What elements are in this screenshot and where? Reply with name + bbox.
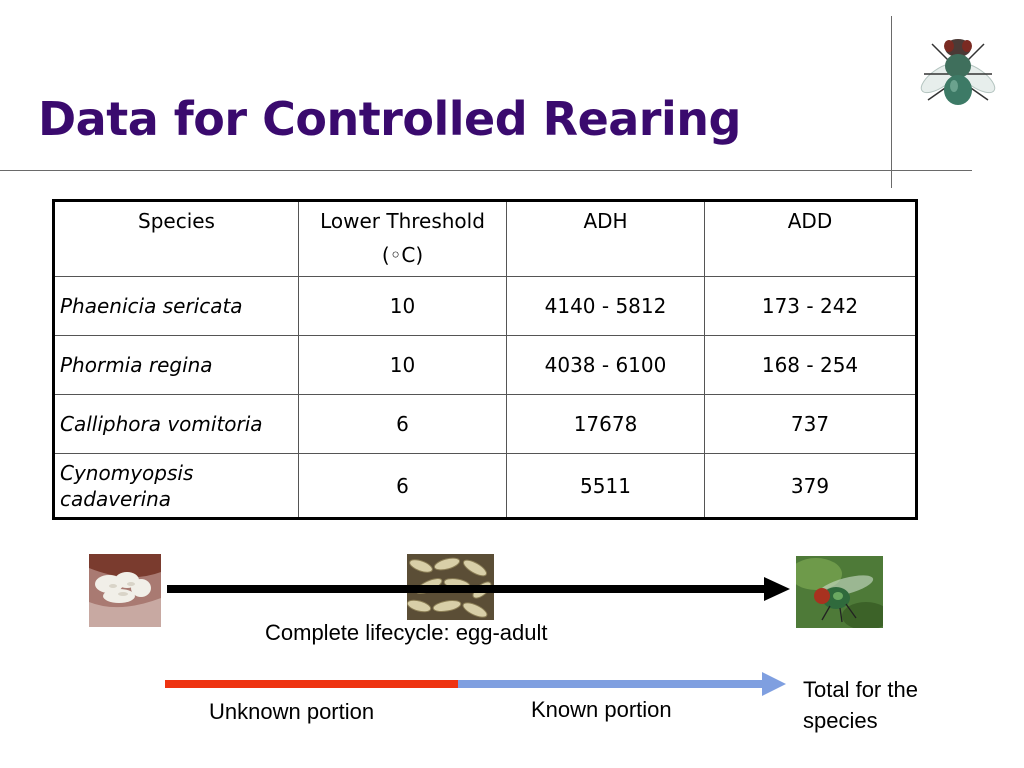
lifecycle-label: Complete lifecycle: egg-adult [265,620,548,645]
header-threshold-unit: (◦C) [381,243,424,267]
header-threshold-label: Lower Threshold [320,209,485,233]
add-cell: 168 - 254 [704,335,917,395]
table-row: Calliphora vomitoria 6 17678 737 [53,394,917,454]
threshold-cell: 10 [298,276,507,336]
add-cell: 379 [704,453,917,519]
known-portion-bar [458,680,763,688]
unknown-portion-bar [165,680,458,688]
known-portion-arrow-head [762,672,786,696]
threshold-cell: 6 [298,394,507,454]
fly-icon [920,39,996,105]
unknown-portion-label: Unknown portion [209,699,375,724]
adh-cell: 4038 - 6100 [506,335,705,395]
title-divider [0,170,972,171]
table-header-row: Species Lower Threshold (◦C) ADH ADD [53,200,917,277]
species-cell: Phormia regina [53,335,299,395]
species-cell: Cynomyopsis cadaverina [53,453,299,519]
logo-divider [891,16,892,188]
adult-fly-photo [796,556,883,628]
rearing-data-table: Species Lower Threshold (◦C) ADH ADD Pha… [52,199,918,520]
table-row: Phaenicia sericata 10 4140 - 5812 173 - … [53,276,917,336]
threshold-cell: 10 [298,335,507,395]
total-species-label: Total for the species [803,677,918,733]
header-adh: ADH [506,200,705,277]
table-row: Cynomyopsis cadaverina 6 5511 379 [53,453,917,519]
species-cell: Phaenicia sericata [53,276,299,336]
known-portion-label: Known portion [531,697,672,722]
lifecycle-arrow-line [167,585,767,593]
table-row: Phormia regina 10 4038 - 6100 168 - 254 [53,335,917,395]
slide-title: Data for Controlled Rearing [38,92,741,146]
add-cell: 173 - 242 [704,276,917,336]
add-cell: 737 [704,394,917,454]
threshold-cell: 6 [298,453,507,519]
adh-cell: 17678 [506,394,705,454]
header-lower-threshold: Lower Threshold (◦C) [298,200,507,277]
adh-cell: 5511 [506,453,705,519]
adh-cell: 4140 - 5812 [506,276,705,336]
species-cell: Calliphora vomitoria [53,394,299,454]
header-add: ADD [704,200,917,277]
header-species: Species [53,200,299,277]
lifecycle-arrow-head [764,577,790,601]
egg-mass-photo [89,554,161,627]
